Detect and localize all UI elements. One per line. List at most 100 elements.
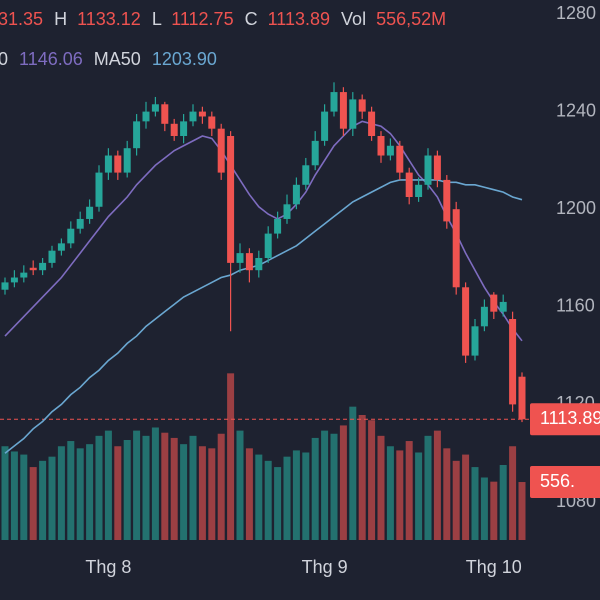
ohlc-header: 31.35 H 1133.12 L 1112.75 C 1113.89 Vol … [0, 9, 446, 29]
volume-bar [386, 446, 394, 540]
candle-body [123, 148, 131, 173]
price-tag [530, 403, 600, 436]
candle-body [452, 209, 460, 288]
volume-bar [208, 448, 216, 540]
volume-bar [433, 430, 441, 540]
ma50-label: MA50 [94, 49, 141, 69]
volume-bar [198, 446, 206, 540]
volume-bar [396, 450, 404, 540]
x-tick-label: Thg 8 [85, 557, 131, 577]
candle-body [198, 111, 206, 117]
volume-bar [368, 420, 376, 540]
volume-bar [236, 430, 244, 540]
candle-body [396, 145, 404, 173]
volume-bar [1, 446, 9, 540]
candle-body [330, 92, 338, 112]
volume-bar [415, 452, 423, 540]
volume-bar [255, 454, 263, 540]
volume-bar [462, 454, 470, 540]
candle-body [311, 140, 319, 166]
candle-body [86, 206, 94, 219]
candle-body [95, 172, 103, 207]
volume-bar [490, 481, 498, 540]
volume-tag [530, 466, 600, 499]
candle-body [255, 258, 263, 271]
candle-body [29, 267, 37, 271]
candle-body [133, 121, 141, 149]
volume-bar [48, 456, 56, 540]
candle-body [189, 111, 197, 122]
volume-bar [123, 440, 131, 540]
candle-body [302, 165, 310, 185]
y-tick-label: 1240 [556, 100, 596, 120]
candle-body [386, 145, 394, 156]
candle-body [433, 155, 441, 180]
volume-bar [292, 450, 300, 540]
candle-body [57, 243, 65, 251]
candle-body [339, 92, 347, 129]
candle-body [415, 184, 423, 197]
volume-tag-label: 556. [540, 471, 575, 491]
volume-bar [452, 460, 460, 540]
candle-body [10, 277, 18, 283]
volume-bar [114, 446, 122, 540]
high-value: 1133.12 [77, 9, 141, 29]
high-label: H [54, 9, 67, 29]
x-tick-label: Thg 10 [466, 557, 522, 577]
volume-bar [349, 406, 357, 540]
candle-body [480, 306, 488, 327]
candle-body [104, 155, 112, 173]
volume-bar [358, 415, 366, 540]
candle-body [151, 104, 159, 112]
low-label: L [152, 9, 162, 29]
volume-bar [405, 441, 413, 540]
volume-bar [10, 451, 18, 540]
volume-bar [189, 435, 197, 540]
candle-body [227, 136, 235, 263]
candle-body [462, 287, 470, 356]
candle-body [114, 155, 122, 173]
volume-bar [104, 430, 112, 540]
volume-bar [518, 482, 526, 540]
candle-body [1, 282, 9, 290]
volume-bar [133, 430, 141, 540]
candle-body [499, 301, 507, 312]
candle-body [217, 128, 225, 173]
candle-body [490, 294, 498, 312]
volume-bar [217, 433, 225, 540]
candle-body [48, 250, 56, 263]
price-tag-label: 1113.89 [540, 408, 600, 428]
open-value: 31.35 [0, 9, 43, 29]
close-label: C [245, 9, 258, 29]
candle-body [424, 155, 432, 185]
volume-bar [509, 446, 517, 540]
candle-body [236, 253, 244, 263]
candle-body [208, 116, 216, 129]
volume-bar [480, 477, 488, 540]
candle-body [245, 253, 253, 271]
volume-bar [274, 467, 282, 540]
volume-bar [471, 467, 479, 540]
volume-bar [170, 437, 178, 540]
volume-bar [424, 435, 432, 540]
vol-value: 556,52M [376, 9, 446, 29]
candle-body [405, 172, 413, 197]
volume-bar [161, 432, 169, 540]
candle-body [180, 121, 188, 136]
candle-body [264, 233, 272, 258]
volume-bar [339, 425, 347, 540]
x-tick-label: Thg 9 [302, 557, 348, 577]
volume-bar [86, 444, 94, 540]
volume-bar [20, 454, 28, 540]
volume-bar [76, 448, 84, 540]
candle-body [292, 184, 300, 205]
volume-bar [283, 456, 291, 540]
volume-bar [377, 435, 385, 540]
volume-bar [330, 433, 338, 540]
volume-bar [443, 448, 451, 540]
volume-bar [302, 452, 310, 540]
volume-bar [321, 430, 329, 540]
volume-bar [142, 435, 150, 540]
